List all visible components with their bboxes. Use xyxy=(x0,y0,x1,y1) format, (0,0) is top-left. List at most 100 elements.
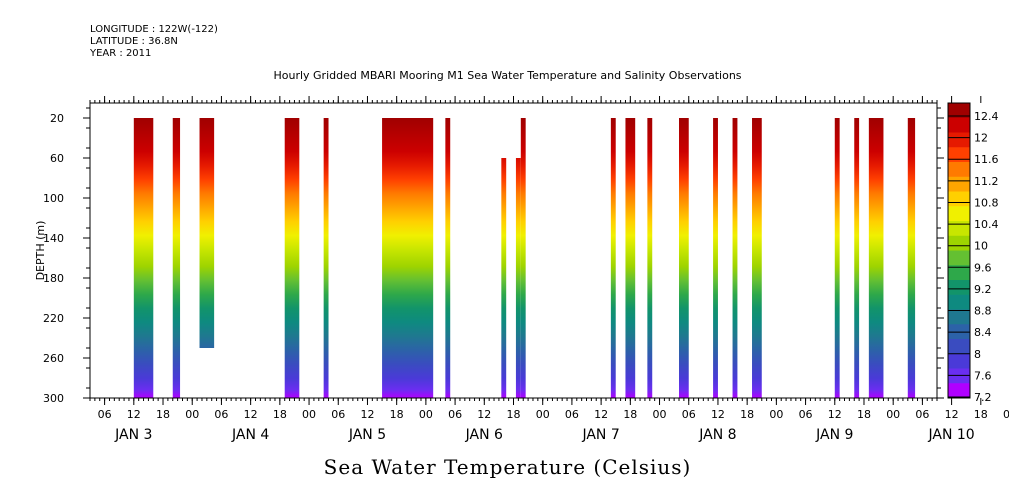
data-segment xyxy=(515,158,521,398)
data-segment xyxy=(284,118,300,398)
data-segment xyxy=(501,158,507,398)
colorbar-swatch xyxy=(948,103,970,119)
y-axis: 20 60 100 140 180 220 260 300 xyxy=(43,107,944,405)
data-segment xyxy=(834,118,840,398)
x-tick-label: 06 xyxy=(799,408,813,421)
y-tick-label: 100 xyxy=(43,192,64,205)
x-tick-label: 12 xyxy=(244,408,258,421)
colorbar-swatch xyxy=(948,294,970,310)
colorbar-swatch xyxy=(948,147,970,163)
plot-frame xyxy=(89,102,938,399)
colorbar-swatch xyxy=(948,162,970,178)
colorbar: 12.4 12 11.6 11.2 10.8 10.4 10 9.6 9.2 8.8 8.4 8 7.6… xyxy=(947,102,999,404)
colorbar-swatch xyxy=(948,339,970,355)
y-tick-label: 180 xyxy=(43,272,64,285)
x-day-label: JAN 6 xyxy=(465,427,503,443)
y-tick-label: 260 xyxy=(43,352,64,365)
colorbar-label: 7.6 xyxy=(974,369,992,382)
x-tick-label: 12 xyxy=(711,408,725,421)
colorbar-swatch xyxy=(948,176,970,192)
longitude-label: LONGITUDE : 122W(-122) xyxy=(90,24,218,35)
colorbar-swatch xyxy=(948,383,970,399)
x-tick-label: 18 xyxy=(507,408,521,421)
x-tick-label: 06 xyxy=(331,408,345,421)
year-label: YEAR : 2011 xyxy=(90,48,152,59)
data-segment xyxy=(732,118,738,398)
x-tick-label: 12 xyxy=(127,408,141,421)
x-day-label: JAN 5 xyxy=(348,427,386,443)
x-tick-label: 18 xyxy=(740,408,754,421)
x-day-label: JAN 8 xyxy=(698,427,736,443)
data-segment xyxy=(854,118,860,398)
data-segment xyxy=(382,118,434,398)
x-axis: 06 12 18 00 06 12 18 00 06 12 18 00 06 12 18 00 06 12 18 00… xyxy=(89,96,1009,443)
colorbar-label: 11.2 xyxy=(974,175,999,188)
colorbar-swatch xyxy=(948,206,970,222)
x-day-label: JAN 4 xyxy=(231,427,269,443)
x-tick-label: 18 xyxy=(273,408,287,421)
colorbar-swatch xyxy=(948,280,970,296)
x-day-label: JAN 9 xyxy=(815,427,853,443)
data-segment xyxy=(172,118,181,398)
chart-title: Hourly Gridded MBARI Mooring M1 Sea Wate… xyxy=(273,69,742,82)
y-tick-label: 20 xyxy=(50,112,64,125)
data-segment xyxy=(647,118,653,398)
data-segment xyxy=(445,118,451,398)
x-tick-label: 06 xyxy=(682,408,696,421)
x-tick-label: 12 xyxy=(945,408,959,421)
colorbar-label: 8.8 xyxy=(974,305,992,318)
data-segment xyxy=(679,118,689,398)
colorbar-swatch xyxy=(948,368,970,384)
x-tick-label: 12 xyxy=(477,408,491,421)
x-tick-label: 00 xyxy=(302,408,316,421)
data-segment xyxy=(133,118,154,398)
colorbar-label: 12.4 xyxy=(974,110,999,123)
x-tick-label: 12 xyxy=(828,408,842,421)
x-tick-label: 12 xyxy=(360,408,374,421)
x-day-label: JAN 7 xyxy=(581,427,619,443)
x-tick-label: 18 xyxy=(390,408,404,421)
colorbar-frame xyxy=(947,102,971,399)
y-tick-label: 140 xyxy=(43,232,64,245)
data-segment xyxy=(907,118,916,398)
colorbar-swatch xyxy=(948,309,970,325)
colorbar-label: 9.2 xyxy=(974,283,992,296)
x-tick-label: 00 xyxy=(769,408,783,421)
y-tick-label: 220 xyxy=(43,312,64,325)
colorbar-label: 7.2 xyxy=(974,391,992,404)
colorbar-label: 8 xyxy=(974,348,981,361)
colorbar-swatch xyxy=(948,191,970,207)
colorbar-swatch xyxy=(948,221,970,237)
x-day-label: JAN 10 xyxy=(928,427,975,443)
colorbar-label: 9.6 xyxy=(974,261,992,274)
data-segment xyxy=(610,118,616,398)
data-segment xyxy=(520,118,526,398)
x-tick-label: 00 xyxy=(1003,408,1009,421)
x-day-label: JAN 3 xyxy=(114,427,152,443)
colorbar-label: 10.8 xyxy=(974,196,999,209)
data-segments xyxy=(133,118,916,398)
colorbar-label: 8.4 xyxy=(974,326,992,339)
data-segment xyxy=(713,118,718,398)
x-tick-label: 06 xyxy=(915,408,929,421)
colorbar-swatch xyxy=(948,353,970,369)
x-tick-label: 00 xyxy=(536,408,550,421)
x-tick-label: 06 xyxy=(98,408,112,421)
x-tick-label: 18 xyxy=(156,408,170,421)
x-tick-label: 18 xyxy=(974,408,988,421)
data-segment xyxy=(625,118,636,398)
data-segment xyxy=(323,118,329,398)
colorbar-swatch xyxy=(948,132,970,148)
data-segment xyxy=(752,118,762,398)
colorbar-swatch xyxy=(948,117,970,133)
colorbar-swatch xyxy=(948,265,970,281)
colorbar-swatch xyxy=(948,250,970,266)
x-tick-label: 06 xyxy=(448,408,462,421)
y-tick-label: 60 xyxy=(50,152,64,165)
x-tick-label: 18 xyxy=(857,408,871,421)
latitude-label: LATITUDE : 36.8N xyxy=(90,36,178,47)
colorbar-swatch xyxy=(948,235,970,251)
y-tick-label: 300 xyxy=(43,392,64,405)
x-tick-label: 18 xyxy=(623,408,637,421)
